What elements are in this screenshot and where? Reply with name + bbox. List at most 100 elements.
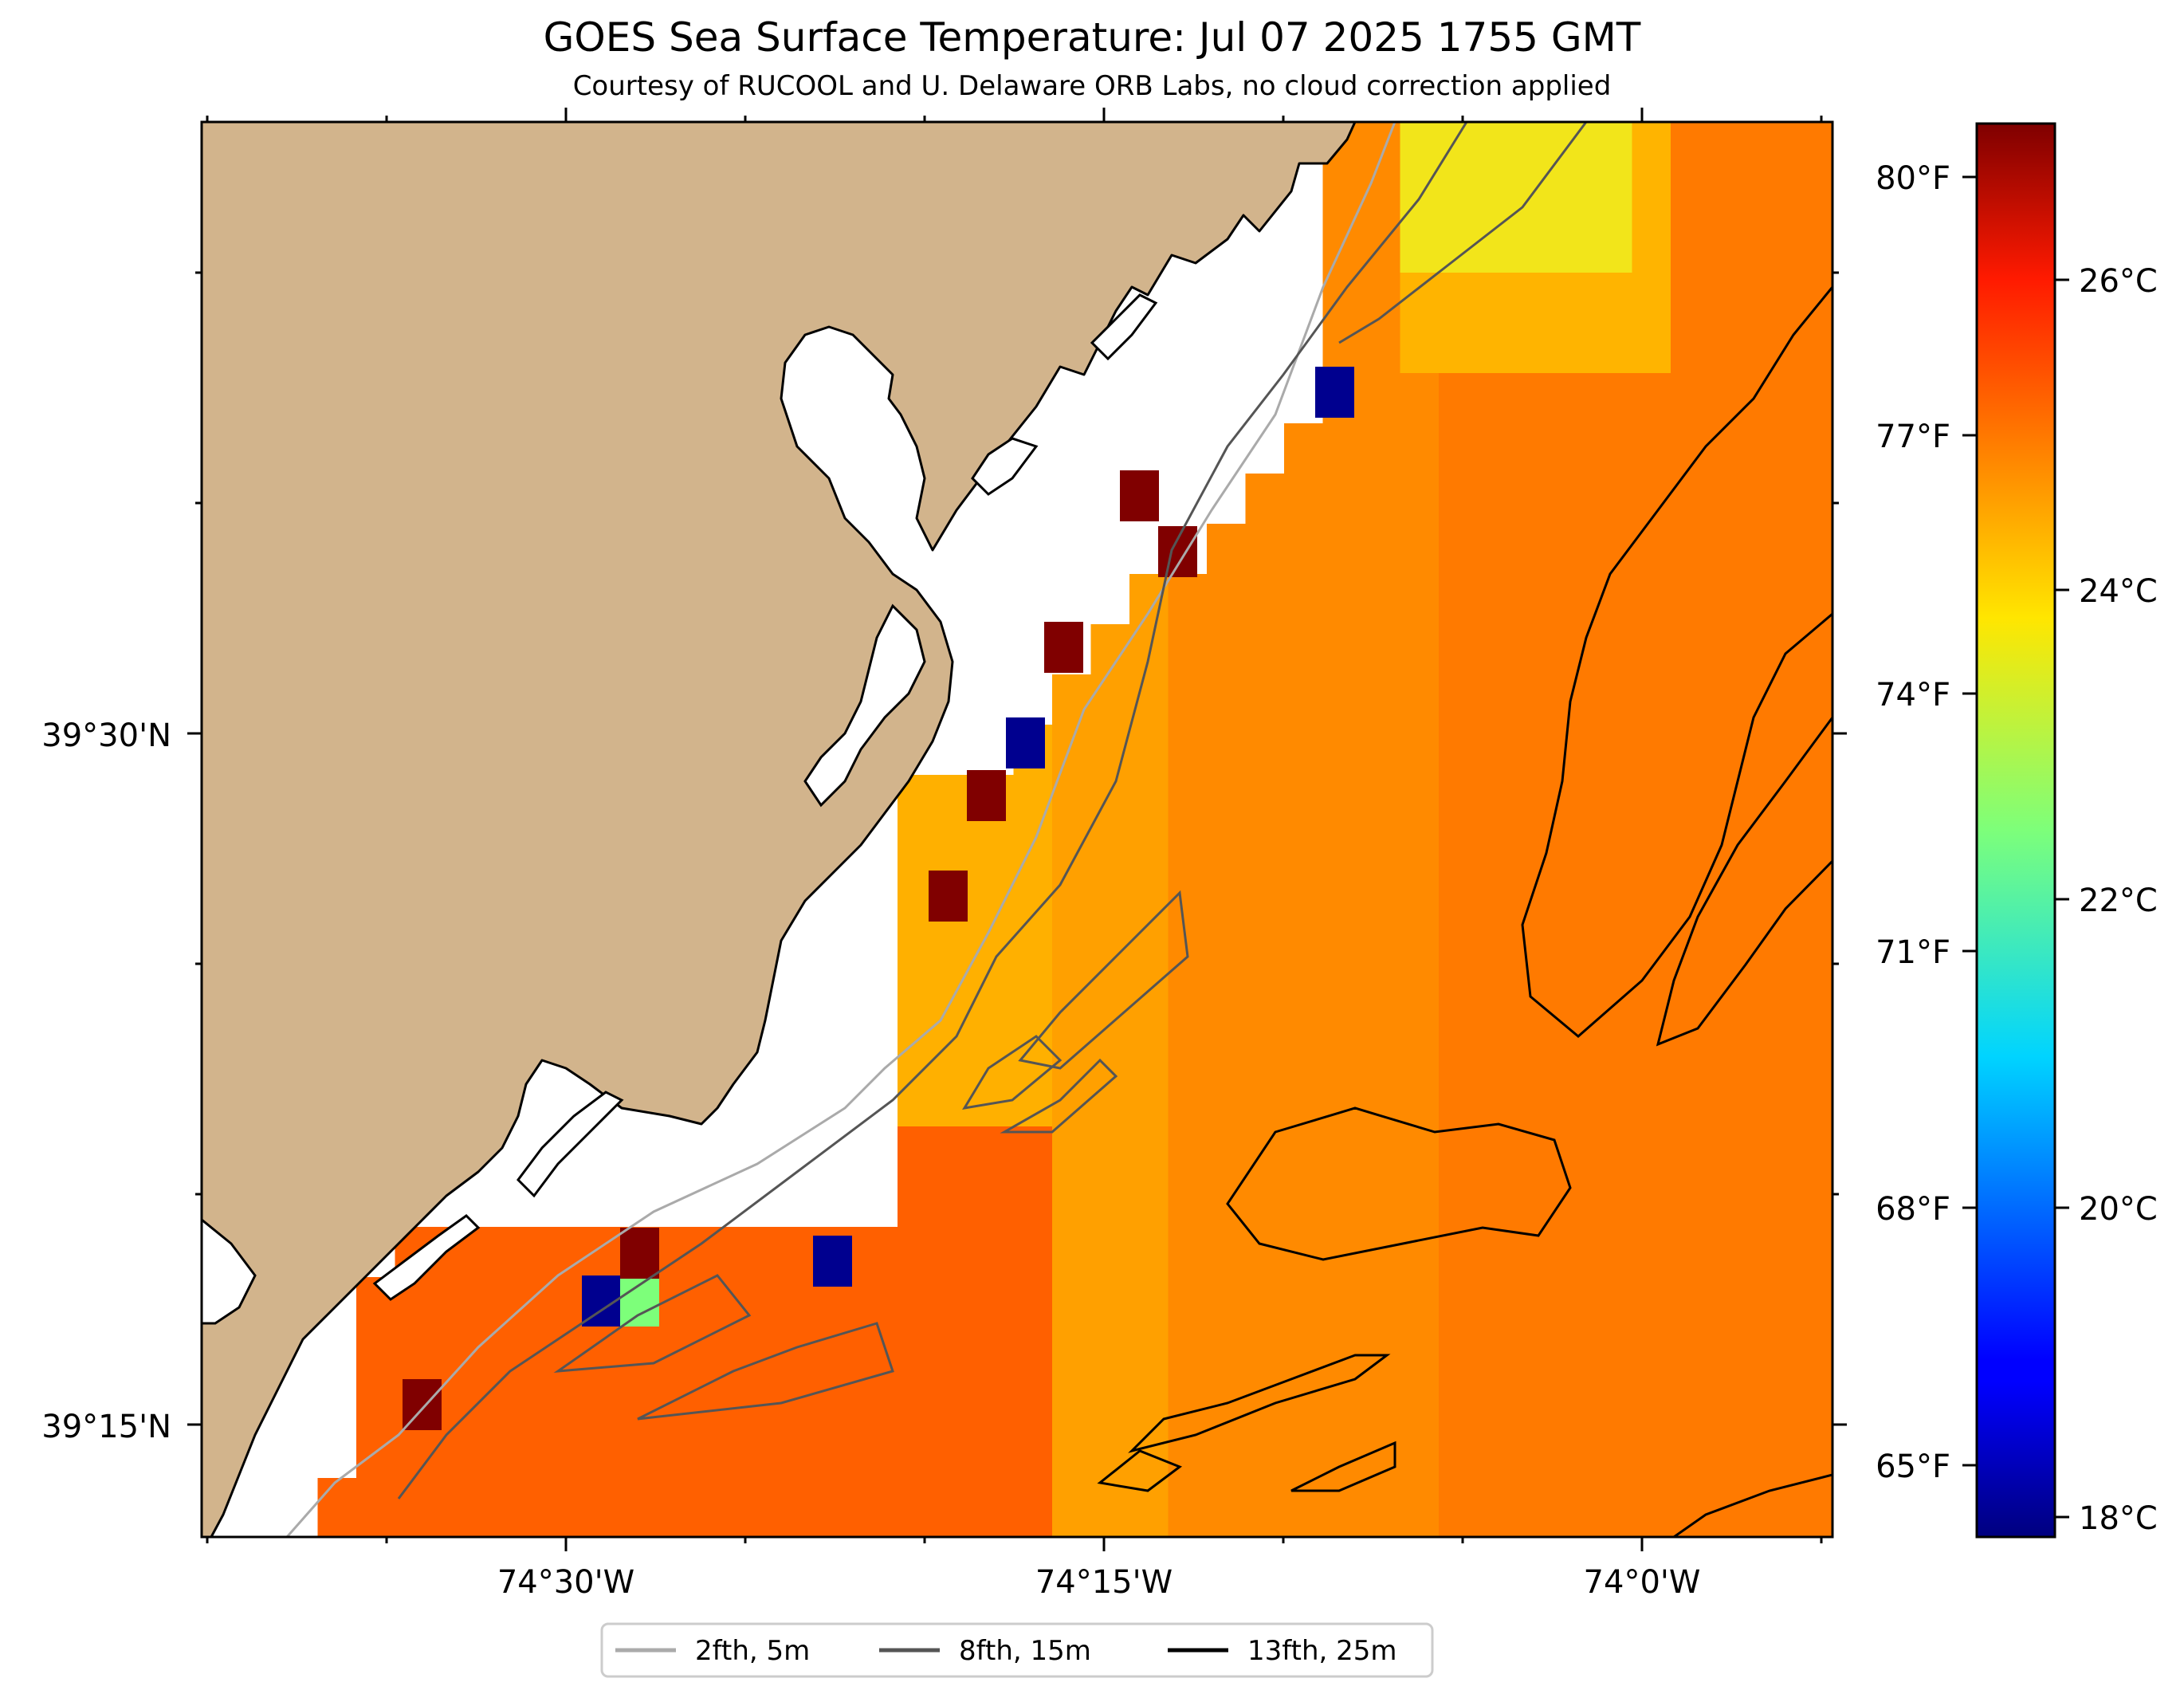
sst-pixel — [1129, 875, 1169, 926]
sst-pixel — [1129, 725, 1169, 776]
sst-pixel — [1786, 1126, 1826, 1177]
sst-pixel — [1709, 725, 1749, 776]
sst-pixel — [1245, 1277, 1285, 1328]
sst-pixel — [1245, 1478, 1285, 1529]
sst-pixel — [1400, 1378, 1440, 1429]
sst-pixel — [627, 1478, 666, 1529]
sst-pixel — [1361, 1528, 1401, 1537]
sst-pixel — [1013, 1227, 1053, 1278]
sst-pixel — [975, 1428, 1015, 1479]
sst-pixel — [1593, 1478, 1633, 1529]
sst-pixel — [1322, 1177, 1362, 1228]
sst-anomaly-pixel — [967, 770, 1006, 821]
sst-pixel — [1207, 1076, 1247, 1127]
sst-pixel — [1632, 1227, 1671, 1278]
sst-pixel — [1516, 825, 1556, 876]
sst-pixel — [1400, 1327, 1440, 1378]
sst-pixel — [1477, 1428, 1517, 1479]
sst-pixel — [1825, 775, 1832, 826]
sst-pixel — [1554, 574, 1594, 625]
sst-pixel — [1013, 1528, 1053, 1537]
sst-pixel — [1322, 1528, 1362, 1537]
sst-pixel — [1439, 1478, 1479, 1529]
sst-pixel — [1129, 1076, 1169, 1127]
sst-pixel — [1825, 1126, 1832, 1177]
sst-pixel — [1013, 775, 1053, 826]
sst-pixel — [1671, 574, 1711, 625]
sst-pixel — [1361, 926, 1401, 977]
sst-pixel — [1632, 1126, 1671, 1177]
sst-pixel — [1207, 725, 1247, 776]
sst-pixel — [781, 1327, 821, 1378]
sst-pixel — [1709, 1478, 1749, 1529]
sst-pixel — [1786, 926, 1826, 977]
sst-pixel — [1168, 1277, 1208, 1328]
sst-pixel — [1671, 1378, 1711, 1429]
cbar-f-71: 71°F — [1876, 934, 1950, 971]
sst-pixel — [1748, 725, 1788, 776]
sst-pixel — [1671, 222, 1711, 273]
sst-pixel — [1593, 474, 1633, 525]
sst-pixel — [1400, 222, 1440, 273]
sst-pixel — [1632, 172, 1671, 223]
sst-pixel — [1632, 574, 1671, 625]
sst-pixel — [1052, 725, 1092, 776]
sst-pixel — [1207, 1126, 1247, 1177]
sst-pixel — [1361, 1026, 1401, 1077]
sst-pixel — [1825, 976, 1832, 1027]
legend-label-5m: 2fth, 5m — [695, 1635, 810, 1667]
sst-anomaly-pixel — [1120, 470, 1159, 521]
sst-pixel — [1284, 574, 1324, 625]
sst-pixel — [1129, 1227, 1169, 1278]
sst-pixel — [627, 1528, 666, 1537]
sst-pixel — [1825, 725, 1832, 776]
sst-pixel — [820, 1478, 860, 1529]
sst-pixel — [549, 1428, 589, 1479]
sst-pixel — [1671, 474, 1711, 525]
sst-pixel — [1477, 1126, 1517, 1177]
sst-pixel — [511, 1528, 551, 1537]
sst-pixel — [1477, 323, 1517, 374]
sst-pixel — [1052, 1378, 1092, 1429]
sst-pixel — [1168, 725, 1208, 776]
sst-pixel — [1168, 1177, 1208, 1228]
sst-anomaly-pixel — [813, 1236, 852, 1287]
sst-pixel — [1632, 474, 1671, 525]
sst-pixel — [1207, 926, 1247, 977]
sst-pixel — [1284, 674, 1324, 725]
sst-pixel — [1748, 825, 1788, 876]
sst-pixel — [1786, 524, 1826, 575]
sst-pixel — [1786, 323, 1826, 374]
sst-pixel — [1439, 1026, 1479, 1077]
sst-pixel — [1709, 1428, 1749, 1479]
sst-pixel — [1322, 1478, 1362, 1529]
cbar-f-74: 74°F — [1876, 677, 1950, 713]
sst-pixel — [936, 1227, 976, 1278]
sst-pixel — [1516, 1428, 1556, 1479]
sst-pixel — [434, 1528, 473, 1537]
sst-pixel — [1593, 1076, 1633, 1127]
sst-pixel — [1400, 775, 1440, 826]
sst-pixel — [1786, 172, 1826, 223]
sst-pixel — [1709, 1277, 1749, 1328]
sst-pixel — [1090, 1378, 1130, 1429]
sst-pixel — [1439, 122, 1479, 173]
sst-pixel — [1786, 1227, 1826, 1278]
sst-pixel — [1709, 825, 1749, 876]
sst-pixel — [858, 1378, 898, 1429]
sst-pixel — [1129, 1478, 1169, 1529]
sst-pixel — [1632, 1378, 1671, 1429]
sst-pixel — [704, 1478, 744, 1529]
sst-pixel — [898, 976, 937, 1027]
map-ticks — [187, 108, 1847, 1551]
sst-pixel — [1632, 1528, 1671, 1537]
sst-pixel — [1748, 1478, 1788, 1529]
sst-pixel — [1322, 1428, 1362, 1479]
sst-pixel — [1632, 423, 1671, 474]
sst-pixel — [1284, 725, 1324, 776]
sst-pixel — [1439, 574, 1479, 625]
sst-pixel — [1825, 222, 1832, 273]
colorbar — [1975, 122, 2056, 1539]
sst-pixel — [898, 1528, 937, 1537]
sst-pixel — [898, 1076, 937, 1127]
